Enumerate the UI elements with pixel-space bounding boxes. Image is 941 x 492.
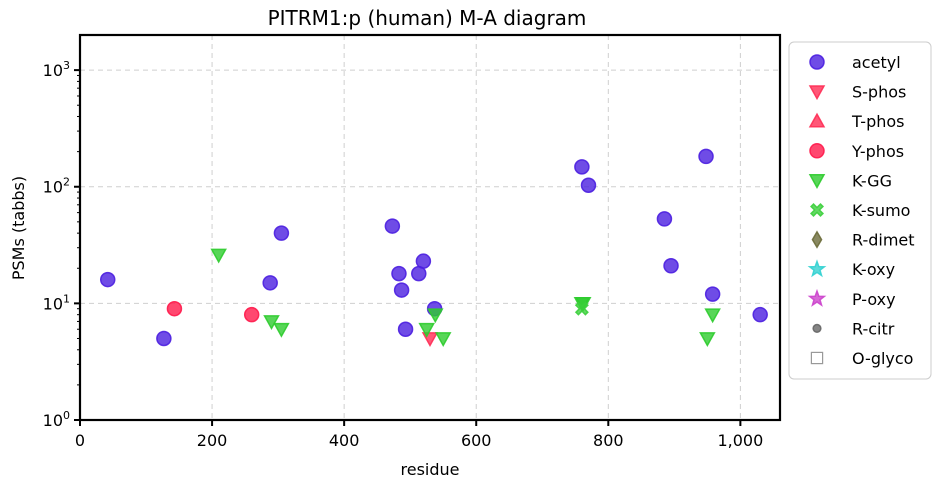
legend-item: K-oxy <box>807 259 895 279</box>
legend: acetyl S-phos T-phos Y-phos K-GG K-sumo R-dime… <box>788 41 932 380</box>
legend-marker <box>812 323 822 333</box>
data-point <box>663 258 679 274</box>
data-point <box>391 265 407 282</box>
legend-marker <box>808 112 826 128</box>
legend-item: T-phos <box>808 112 905 131</box>
legend-label: acetyl <box>852 53 901 72</box>
points-layer <box>99 148 768 348</box>
data-point <box>699 332 716 348</box>
legend-marker <box>807 288 827 307</box>
data-point <box>427 308 444 324</box>
grid-layer <box>79 35 780 421</box>
data-point <box>698 148 714 165</box>
ticks-layer: 0 200 400 600 800 1,000 100 101 102 103 <box>43 59 764 450</box>
legend-marker <box>808 174 826 189</box>
legend-marker <box>809 143 825 159</box>
data-point <box>574 159 590 175</box>
data-point <box>704 286 721 302</box>
x-axis-label: residue <box>401 460 460 479</box>
data-point <box>415 253 432 269</box>
data-point <box>656 211 673 227</box>
legend-item: S-phos <box>808 83 906 102</box>
data-point <box>273 322 290 338</box>
data-point <box>418 322 435 338</box>
legend-label: P-oxy <box>852 290 896 309</box>
legend-label: R-citr <box>852 319 895 338</box>
legend-marker <box>808 85 826 101</box>
legend-label: K-sumo <box>852 201 910 220</box>
data-point <box>166 300 183 317</box>
data-point <box>397 321 414 337</box>
x-tick-label: 800 <box>593 431 624 450</box>
y-tick-label: 101 <box>43 292 70 313</box>
x-tick-label: 600 <box>461 431 492 450</box>
legend-item: P-oxy <box>807 288 896 309</box>
legend-label: T-phos <box>851 112 905 131</box>
y-axis-label: PSMs (tabbs) <box>9 176 28 280</box>
x-tick-label: 200 <box>197 431 228 450</box>
legend-marker <box>810 351 824 365</box>
x-tick-label: 400 <box>329 431 360 450</box>
chart-title: PITRM1:p (human) M-A diagram <box>268 6 587 30</box>
data-point <box>99 271 116 288</box>
legend-label: K-GG <box>852 171 892 190</box>
y-tick-label: 103 <box>43 59 70 80</box>
legend-item: acetyl <box>809 53 901 72</box>
data-point <box>393 282 410 298</box>
data-point <box>262 275 278 291</box>
data-point <box>210 248 227 264</box>
data-point <box>434 332 452 348</box>
data-point <box>704 308 721 324</box>
data-point <box>752 306 768 323</box>
x-tick-label: 1,000 <box>717 431 763 450</box>
data-point <box>273 225 290 241</box>
legend-item: K-GG <box>808 171 892 190</box>
legend-marker <box>811 230 823 249</box>
legend-marker <box>809 202 825 218</box>
legend-item: R-dimet <box>811 230 915 250</box>
legend-items: acetyl S-phos T-phos Y-phos K-GG K-sumo R-dime… <box>807 53 915 368</box>
y-tick-label: 100 <box>43 409 70 430</box>
legend-marker <box>809 54 825 70</box>
x-tick-label: 0 <box>75 431 85 450</box>
data-point <box>243 306 260 323</box>
legend-label: O-glyco <box>852 349 913 368</box>
legend-item: O-glyco <box>810 349 913 368</box>
legend-label: S-phos <box>852 83 906 102</box>
legend-label: Y-phos <box>851 142 904 161</box>
y-tick-label: 102 <box>43 176 70 197</box>
data-point <box>263 315 280 330</box>
legend-label: R-dimet <box>852 231 915 250</box>
data-point <box>384 218 401 234</box>
data-point <box>574 301 589 316</box>
plot-frame <box>78 33 782 422</box>
data-point <box>580 177 597 193</box>
legend-label: K-oxy <box>852 260 895 279</box>
data-point <box>156 330 172 347</box>
legend-item: R-citr <box>812 319 895 338</box>
legend-marker <box>807 259 827 278</box>
legend-item: K-sumo <box>809 201 910 220</box>
legend-item: Y-phos <box>809 142 904 161</box>
